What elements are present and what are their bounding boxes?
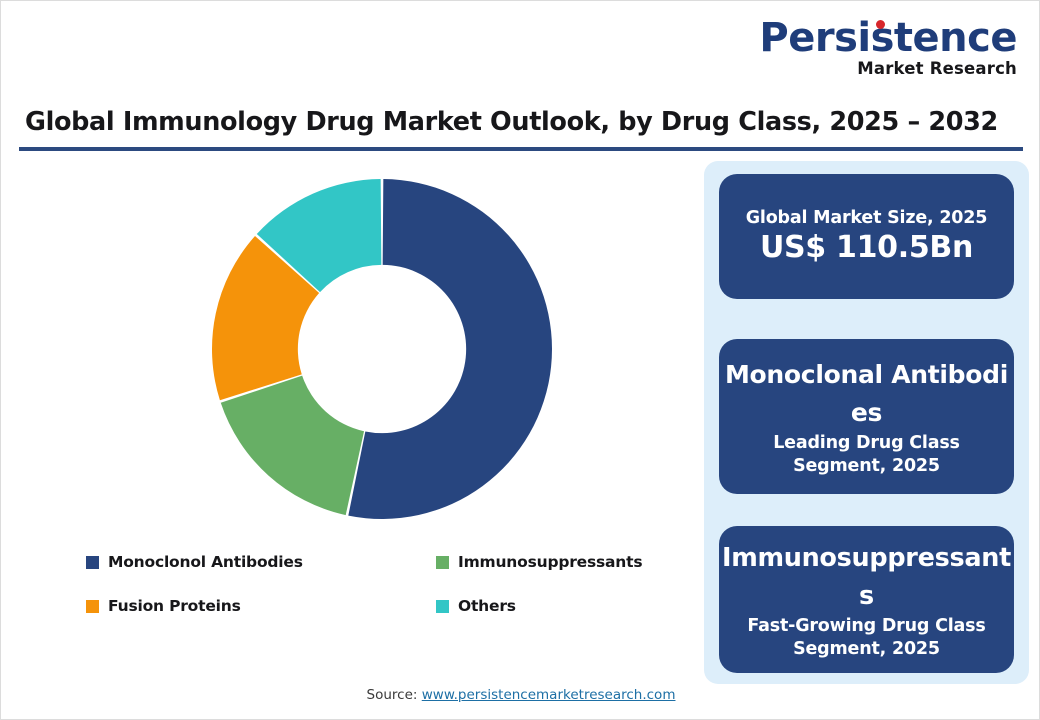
legend-label-monoclonol-antibodies: Monoclonol Antibodies xyxy=(108,553,303,571)
brand-tagline: Market Research xyxy=(857,59,1017,78)
stat-card-market-size-value: US$ 110.5Bn xyxy=(759,230,974,265)
title-divider xyxy=(19,147,1023,151)
stat-card-market-size-label: Global Market Size, 2025 xyxy=(745,208,988,228)
legend-swatch-immunosuppressants xyxy=(436,555,449,569)
stat-card-market-size: Global Market Size, 2025 US$ 110.5Bn xyxy=(719,174,1014,299)
donut-slices xyxy=(212,179,552,519)
legend-item-others[interactable]: Others xyxy=(436,597,686,615)
highlights-panel: Global Market Size, 2025 US$ 110.5Bn Mon… xyxy=(704,161,1029,684)
stat-card-leading-segment-line2: Segment, 2025 xyxy=(793,455,940,476)
source-line: Source: www.persistencemarketresearch.co… xyxy=(1,687,1040,703)
donut-slice-monoclonol-antibodies[interactable] xyxy=(348,179,552,519)
brand-name: Persistence xyxy=(759,15,1017,61)
donut-chart xyxy=(212,179,552,519)
stat-card-fastest-segment-heading: Immunosuppressants xyxy=(722,542,1011,611)
legend-label-immunosuppressants: Immunosuppressants xyxy=(458,553,643,571)
legend-item-fusion-proteins[interactable]: Fusion Proteins xyxy=(86,597,436,615)
legend-swatch-others xyxy=(436,599,449,613)
legend-swatch-fusion-proteins xyxy=(86,599,99,613)
chart-container xyxy=(19,159,689,559)
brand-logo: Persistence Market Research xyxy=(752,17,1017,79)
stat-card-leading-segment-heading: Monoclonal Antibodies xyxy=(724,359,1009,427)
stat-card-leading-segment: Monoclonal Antibodies Leading Drug Class… xyxy=(719,339,1014,494)
legend-item-monoclonol-antibodies[interactable]: Monoclonol Antibodies xyxy=(86,553,436,571)
donut-slice-immunosuppressants[interactable] xyxy=(220,375,365,516)
source-url-link[interactable]: www.persistencemarketresearch.com xyxy=(421,687,676,703)
legend-label-fusion-proteins: Fusion Proteins xyxy=(108,597,241,615)
legend-swatch-monoclonol-antibodies xyxy=(86,555,99,569)
stat-card-fastest-segment-line2: Segment, 2025 xyxy=(793,638,940,659)
stat-card-fastest-segment: Immunosuppressants Fast-Growing Drug Cla… xyxy=(719,526,1014,673)
donut-slice-others[interactable] xyxy=(256,179,382,293)
chart-legend: Monoclonol Antibodies Immunosuppressants… xyxy=(86,553,686,615)
legend-label-others: Others xyxy=(458,597,516,615)
legend-item-immunosuppressants[interactable]: Immunosuppressants xyxy=(436,553,686,571)
stat-card-leading-segment-line1: Leading Drug Class xyxy=(773,432,960,453)
source-prefix: Source: xyxy=(366,687,422,703)
page-title: Global Immunology Drug Market Outlook, b… xyxy=(25,107,998,137)
stat-card-fastest-segment-line1: Fast-Growing Drug Class xyxy=(747,615,986,636)
logo-dot-icon xyxy=(876,20,885,29)
donut-slice-fusion-proteins[interactable] xyxy=(212,235,320,401)
